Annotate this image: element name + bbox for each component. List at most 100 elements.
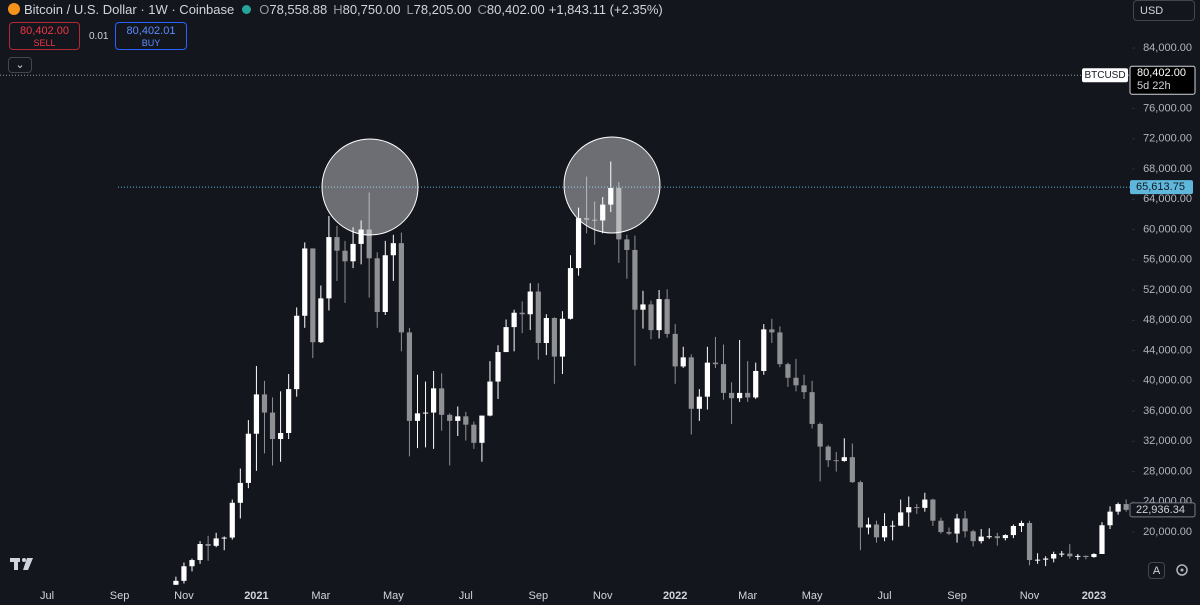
candle-body (954, 518, 960, 534)
candle-body (720, 364, 727, 393)
y-tick-label: 72,000.00 (1143, 133, 1192, 145)
candle-body (1099, 525, 1105, 554)
candle-body (592, 219, 598, 221)
collapse-button[interactable]: ⌄ (8, 57, 32, 73)
candle-body (801, 385, 807, 393)
level-badge-label: 65,613.75 (1136, 181, 1185, 193)
candle-body (809, 392, 815, 424)
spread: 0.01 (89, 31, 109, 42)
candle-body (253, 394, 260, 434)
y-tick-label: 28,000.00 (1143, 465, 1192, 477)
ohlc-key: L (406, 1, 414, 17)
candle-body (181, 566, 187, 581)
x-tick-label: May (802, 590, 823, 602)
sell-label: SELL (33, 38, 56, 48)
candle-body (704, 362, 710, 397)
candle-body (543, 318, 549, 343)
candle-body (358, 229, 364, 244)
y-tick-label: 68,000.00 (1143, 163, 1192, 175)
candle-body (382, 255, 388, 312)
candle-body (1075, 555, 1081, 557)
candle-body (1123, 504, 1129, 510)
candle-body (277, 432, 284, 440)
candle-body (1051, 553, 1057, 559)
candle-body (1043, 558, 1049, 560)
status-dot (242, 4, 252, 14)
candle-body (286, 389, 292, 433)
candle-body (761, 329, 767, 371)
ohlc-item: O78,558.88 (259, 2, 327, 17)
candle-body (1018, 522, 1025, 527)
candle-body (833, 460, 839, 462)
candle-body (688, 357, 694, 409)
candle-body (922, 499, 928, 508)
x-tick-label: Nov (593, 590, 613, 602)
candle-body (455, 416, 461, 421)
ohlc-key: O (259, 1, 270, 17)
y-tick-label: 32,000.00 (1143, 435, 1192, 447)
price-axis: 20,000.0024,000.0028,000.0032,000.0036,0… (1132, 42, 1192, 538)
x-tick-label: Jul (459, 590, 473, 602)
price-badge-label: 80,402.00 (1137, 67, 1186, 79)
candle-body (511, 312, 517, 328)
tv-logo (10, 558, 33, 570)
candle-body (245, 433, 251, 483)
buy-label: BUY (141, 38, 161, 48)
candle-body (970, 531, 976, 542)
currency-select[interactable]: USD (1133, 0, 1195, 21)
candle-body (302, 248, 308, 316)
candle-body (978, 536, 984, 542)
candle-body (849, 457, 855, 483)
candle-body (527, 291, 533, 315)
x-tick-label: Sep (947, 590, 967, 602)
settings-icon[interactable] (1176, 564, 1188, 576)
candle-body (471, 424, 477, 443)
ohlc-key: C (477, 1, 487, 17)
x-tick-label: May (383, 590, 404, 602)
sell-button[interactable]: 80,402.00 SELL (9, 22, 80, 50)
y-tick-label: 64,000.00 (1143, 193, 1192, 205)
candle-body (310, 248, 316, 343)
ohlc-item: C80,402.00 (478, 2, 545, 17)
y-tick-label: 76,000.00 (1143, 102, 1192, 114)
candle-body (1067, 553, 1073, 557)
x-tick-label: Mar (738, 590, 757, 602)
candle-body (656, 299, 662, 331)
y-tick-label: 60,000.00 (1143, 223, 1192, 235)
candle-body (584, 218, 590, 220)
candle-body (519, 312, 525, 315)
candle-body (221, 537, 227, 539)
candle-body (825, 446, 831, 461)
candle-body (567, 268, 574, 319)
buy-button[interactable]: 80,402.01 BUY (115, 22, 187, 50)
last-close-badge (1129, 502, 1196, 518)
candle-body (447, 414, 453, 421)
candle-body (334, 237, 340, 251)
candle-body (1115, 504, 1121, 512)
x-tick-label: 2022 (663, 590, 687, 602)
candle-body (398, 243, 404, 333)
candle-body (793, 377, 799, 386)
candle-body (559, 318, 566, 357)
candle-body (350, 243, 356, 262)
candle-body (817, 423, 823, 447)
symbol-badge-label: BTCUSD (1084, 70, 1125, 81)
y-tick-label: 44,000.00 (1143, 344, 1192, 356)
candle-body (1010, 526, 1017, 536)
candle-body (898, 512, 904, 526)
symbol-header: Bitcoin / U.S. Dollar · 1W · Coinbase O7… (0, 0, 663, 18)
y-tick-label: 40,000.00 (1143, 375, 1192, 387)
candle-body (294, 315, 300, 390)
x-tick-label: Sep (528, 590, 548, 602)
candle-body (261, 394, 268, 413)
auto-scale-button[interactable]: A (1148, 562, 1165, 579)
candle-body (1059, 553, 1065, 555)
ohlc: O78,558.88 H80,750.00 L78,205.00 C80,402.00 (259, 2, 545, 17)
ohlc-key: H (333, 1, 343, 17)
candle-body (366, 229, 372, 259)
candle-body (986, 536, 992, 538)
candle-body (463, 416, 469, 425)
